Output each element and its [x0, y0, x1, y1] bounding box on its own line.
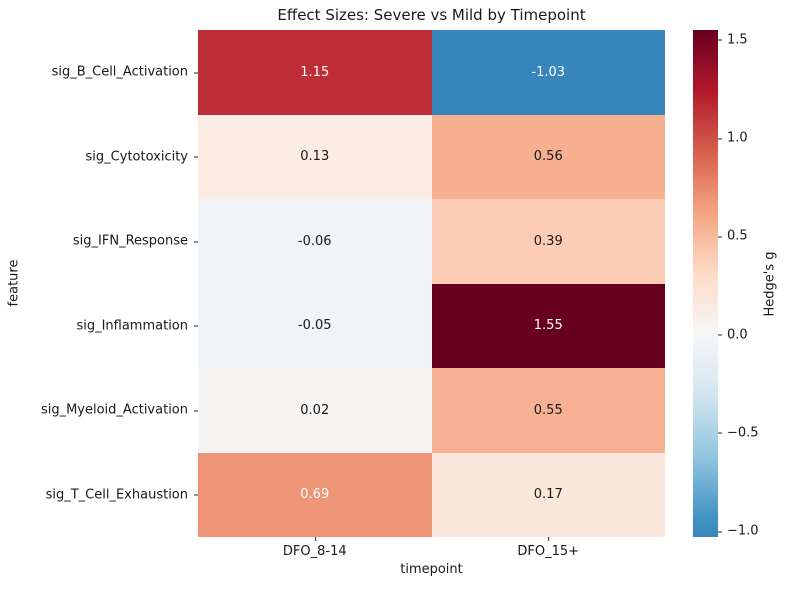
y-tick-label: sig_Cytotoxicity — [85, 149, 188, 165]
colorbar-tick: 0.5 — [718, 229, 748, 244]
heatmap-cell: 0.56 — [431, 114, 665, 199]
x-tick: DFO_15+ — [517, 537, 579, 559]
tick-mark — [718, 39, 722, 41]
x-axis-label: timepoint — [400, 562, 463, 577]
cell-value: 0.55 — [533, 402, 563, 418]
colorbar-tick-label: 1.5 — [727, 32, 748, 48]
heatmap-cell: 0.55 — [431, 368, 665, 453]
tick-mark — [718, 236, 722, 238]
heatmap-cell: 0.39 — [431, 199, 665, 284]
y-tick: sig_IFN_Response — [73, 234, 198, 249]
y-axis-label: feature — [6, 259, 22, 307]
tick-mark — [718, 334, 722, 336]
heatmap-cell: 0.69 — [198, 452, 432, 537]
tick-mark — [194, 72, 198, 74]
colorbar-ticks: 1.5 1.0 0.5 0.0 −0.5 −1.0 — [718, 30, 778, 539]
cell-value: 0.13 — [300, 149, 330, 165]
heatmap-cell: 0.17 — [431, 452, 665, 537]
colorbar — [693, 30, 718, 537]
x-tick-label: DFO_8-14 — [282, 544, 347, 559]
heatmap-cell: -1.03 — [431, 30, 665, 115]
colorbar-tick: −1.0 — [718, 524, 759, 539]
tick-mark — [194, 325, 198, 327]
colorbar-label: Hedge's g — [762, 251, 778, 317]
cell-value: -0.05 — [297, 318, 332, 334]
cell-value: 0.69 — [300, 487, 330, 503]
y-tick: sig_T_Cell_Exhaustion — [46, 487, 198, 502]
y-tick: sig_B_Cell_Activation — [52, 65, 198, 80]
cell-value: 0.39 — [533, 233, 563, 249]
colorbar-tick-label: 1.0 — [727, 130, 748, 146]
heatmap-cell: -0.06 — [198, 199, 432, 284]
heatmap-cell: 1.55 — [431, 283, 665, 368]
heatmap-cell: 0.13 — [198, 114, 432, 199]
heatmap-cell: 0.02 — [198, 368, 432, 453]
tick-mark — [548, 537, 550, 541]
colorbar-tick: 1.0 — [718, 131, 748, 146]
y-tick: sig_Cytotoxicity — [86, 149, 198, 164]
heatmap-cell: -0.05 — [198, 283, 432, 368]
y-tick-label: sig_Inflammation — [76, 318, 188, 334]
cell-value: 0.17 — [533, 487, 563, 503]
cell-value: -1.03 — [531, 64, 566, 80]
x-tick: DFO_8-14 — [283, 537, 347, 559]
colorbar-tick-label: 0.0 — [727, 327, 748, 343]
tick-mark — [194, 241, 198, 243]
tick-mark — [194, 156, 198, 158]
x-tick-label: DFO_15+ — [517, 544, 580, 559]
tick-mark — [718, 138, 722, 140]
tick-mark — [194, 494, 198, 496]
heatmap-grid: 1.15 -1.03 0.13 0.56 -0.06 0.39 -0.05 1.… — [198, 30, 665, 537]
colorbar-tick: 0.0 — [718, 327, 748, 342]
chart-title: Effect Sizes: Severe vs Mild by Timepoin… — [277, 6, 586, 24]
cell-value: -0.06 — [297, 233, 332, 249]
cell-value: 0.02 — [300, 402, 330, 418]
colorbar-tick: 1.5 — [718, 32, 748, 47]
cell-value: 1.55 — [533, 318, 563, 334]
cell-value: 1.15 — [300, 64, 330, 80]
y-tick: sig_Myeloid_Activation — [41, 403, 198, 418]
colorbar-tick: −0.5 — [718, 425, 759, 440]
tick-mark — [314, 537, 316, 541]
colorbar-tick-label: 0.5 — [727, 228, 748, 244]
tick-mark — [194, 410, 198, 412]
colorbar-tick-label: −0.5 — [727, 425, 759, 441]
y-tick-label: sig_Myeloid_Activation — [40, 402, 188, 418]
heatmap-cell: 1.15 — [198, 30, 432, 115]
tick-mark — [718, 432, 722, 434]
x-axis-ticks: DFO_8-14 DFO_15+ — [198, 537, 665, 563]
tick-mark — [718, 531, 722, 533]
y-tick-label: sig_T_Cell_Exhaustion — [45, 487, 188, 503]
cell-value: 0.56 — [533, 149, 563, 165]
y-tick: sig_Inflammation — [76, 318, 198, 333]
y-axis-ticks: sig_B_Cell_Activation sig_Cytotoxicity s… — [0, 30, 198, 537]
colorbar-tick-label: −1.0 — [727, 523, 759, 539]
y-tick-label: sig_IFN_Response — [72, 233, 188, 249]
y-tick-label: sig_B_Cell_Activation — [51, 64, 188, 80]
